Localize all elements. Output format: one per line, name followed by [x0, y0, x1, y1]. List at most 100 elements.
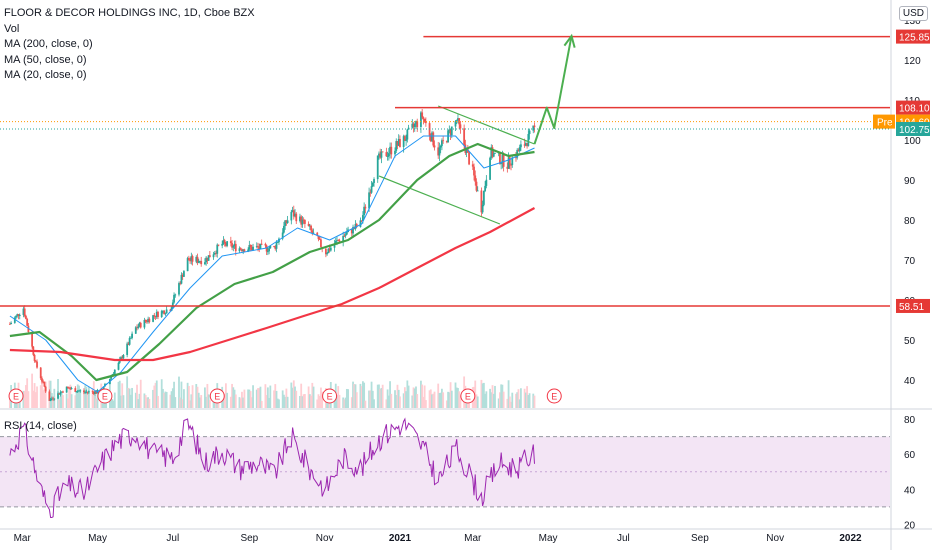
candle-body [441, 140, 443, 146]
volume-bar [294, 386, 296, 408]
candle-body [492, 153, 495, 157]
volume-bar [320, 387, 322, 408]
candle-body [474, 175, 477, 182]
candle-body [238, 248, 241, 252]
volume-bar [32, 390, 35, 408]
volume-bar [204, 387, 206, 408]
candle-body [189, 260, 191, 262]
candle-body [129, 337, 132, 339]
candle-body [249, 245, 252, 247]
currency-button[interactable]: USD [898, 6, 928, 21]
volume-bar [415, 386, 417, 408]
candle-body [415, 121, 417, 124]
price-tag [896, 122, 930, 136]
volume-bar [190, 394, 193, 408]
volume-bar [489, 388, 491, 408]
volume-bar [257, 388, 259, 408]
volume-bar [33, 383, 36, 408]
candle-body [318, 239, 321, 240]
volume-bar [421, 384, 424, 408]
candle-body [15, 315, 17, 318]
volume-bar [416, 394, 419, 408]
volume-bar [76, 384, 79, 408]
candle-body [284, 220, 287, 226]
volume-bar [303, 394, 306, 408]
volume-bar [274, 384, 277, 408]
volume-bar [515, 393, 517, 408]
candle-body [85, 391, 88, 393]
volume-bar [490, 392, 493, 408]
volume-bar [75, 390, 78, 408]
volume-bar [402, 393, 405, 408]
volume-bar [59, 395, 62, 408]
candle-body [290, 211, 293, 221]
volume-bar [344, 397, 347, 408]
candle-body [139, 322, 142, 328]
candle-body [43, 381, 46, 387]
volume-bar [506, 398, 509, 408]
volume-bar [497, 398, 500, 408]
volume-bar [316, 399, 319, 408]
candle-body [523, 144, 526, 146]
rsi-legend[interactable]: RSI (14, close) [4, 420, 77, 432]
candle-body [370, 186, 373, 193]
candle-body [186, 258, 189, 272]
candle-body [411, 123, 414, 128]
legend-vol[interactable]: Vol [4, 22, 20, 35]
candle-body [275, 242, 278, 249]
candle-body [324, 248, 327, 255]
volume-bar [39, 385, 42, 408]
candle-body [329, 247, 332, 251]
candle-body [163, 310, 166, 315]
candle-body [258, 247, 261, 249]
volume-bar [199, 397, 201, 408]
triangle-upper-line [437, 105, 535, 145]
candle-body [233, 243, 236, 247]
candle-body [232, 246, 235, 248]
candle-body [475, 181, 478, 191]
volume-bar [420, 380, 422, 408]
candle-body [222, 240, 225, 244]
time-tick-label: Sep [240, 533, 258, 544]
volume-bar [238, 397, 241, 408]
volume-bar [432, 393, 435, 408]
candle-body [33, 354, 36, 361]
volume-bar [500, 384, 503, 408]
candle-body [481, 204, 484, 213]
candle-body [137, 326, 140, 328]
volume-bar [449, 382, 452, 408]
candle-body [389, 146, 391, 154]
ma20-line [9, 135, 535, 393]
candle-body [110, 376, 112, 379]
volume-bar [43, 388, 46, 408]
legend-ma20[interactable]: MA (20, close, 0) [4, 69, 87, 82]
chart-title[interactable]: FLOOR & DECOR HOLDINGS INC, 1D, Cboe BZX [4, 7, 255, 19]
volume-bar [310, 395, 312, 408]
volume-bar [44, 381, 47, 408]
candle-body [36, 361, 38, 368]
candle-body [212, 254, 215, 258]
price-tag-label: 125.85 [899, 33, 930, 44]
candle-body [34, 360, 37, 362]
candle-body [69, 388, 72, 390]
candle-body [44, 386, 47, 392]
volume-bar [275, 390, 278, 408]
legend-ma50[interactable]: MA (50, close, 0) [4, 53, 87, 66]
volume-bar [508, 396, 511, 408]
candle-body [94, 391, 96, 394]
volume-bar [78, 385, 80, 408]
volume-bar [234, 394, 237, 408]
volume-bar [208, 400, 211, 408]
volume-bar [403, 387, 406, 408]
price-tick-label: 90 [904, 176, 916, 187]
volume-bar [8, 397, 11, 408]
volume-bar [533, 395, 536, 408]
volume-bar [178, 376, 180, 408]
volume-bar [492, 393, 495, 408]
candle-body [178, 283, 180, 295]
legend-ma200[interactable]: MA (200, close, 0) [4, 38, 93, 51]
candle-body [355, 223, 358, 227]
candle-body [207, 255, 210, 261]
candle-body [416, 121, 419, 127]
